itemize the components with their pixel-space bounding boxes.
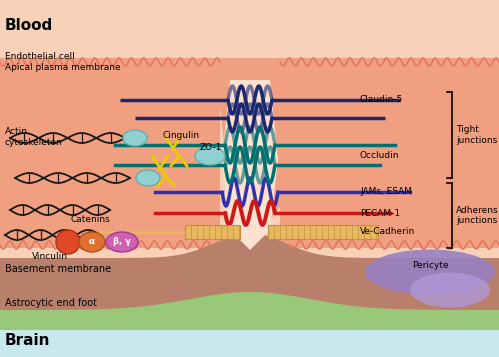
Text: Pericyte: Pericyte xyxy=(412,261,448,270)
Text: Adherens
junctions: Adherens junctions xyxy=(456,206,499,225)
Text: Astrocytic end foot: Astrocytic end foot xyxy=(5,298,97,308)
Text: Vinculin: Vinculin xyxy=(32,252,68,261)
Text: PECAM-1: PECAM-1 xyxy=(360,208,400,217)
FancyBboxPatch shape xyxy=(0,58,220,248)
Text: JAMs, ESAM: JAMs, ESAM xyxy=(360,187,412,196)
Ellipse shape xyxy=(79,232,105,252)
Text: Actin
cytoskeleton: Actin cytoskeleton xyxy=(5,127,63,147)
Ellipse shape xyxy=(195,147,225,165)
Text: Tight
junctions: Tight junctions xyxy=(456,125,497,145)
Text: β, γ: β, γ xyxy=(113,237,131,246)
Text: Occludin: Occludin xyxy=(360,151,400,160)
Ellipse shape xyxy=(123,130,147,146)
Text: Basement membrane: Basement membrane xyxy=(5,264,111,274)
Text: Apical plasma membrane: Apical plasma membrane xyxy=(5,63,121,72)
Text: Cingulin: Cingulin xyxy=(163,131,200,140)
Polygon shape xyxy=(200,58,300,240)
Text: Claudin-5: Claudin-5 xyxy=(360,96,403,105)
Text: Endothelial cell: Endothelial cell xyxy=(5,52,75,61)
Text: Catenins: Catenins xyxy=(70,215,110,224)
Text: Ve-Cadherin: Ve-Cadherin xyxy=(360,227,415,236)
Text: Brain: Brain xyxy=(5,333,50,348)
Circle shape xyxy=(56,230,80,254)
FancyBboxPatch shape xyxy=(268,225,378,239)
Text: Blood: Blood xyxy=(5,18,53,33)
FancyBboxPatch shape xyxy=(280,58,499,248)
Polygon shape xyxy=(222,80,278,250)
Ellipse shape xyxy=(410,272,490,307)
Ellipse shape xyxy=(106,232,138,252)
Ellipse shape xyxy=(365,250,495,295)
FancyBboxPatch shape xyxy=(0,330,499,357)
FancyBboxPatch shape xyxy=(185,225,240,239)
Ellipse shape xyxy=(136,170,160,186)
Text: α: α xyxy=(89,237,95,246)
Text: ZO-1: ZO-1 xyxy=(200,144,223,152)
